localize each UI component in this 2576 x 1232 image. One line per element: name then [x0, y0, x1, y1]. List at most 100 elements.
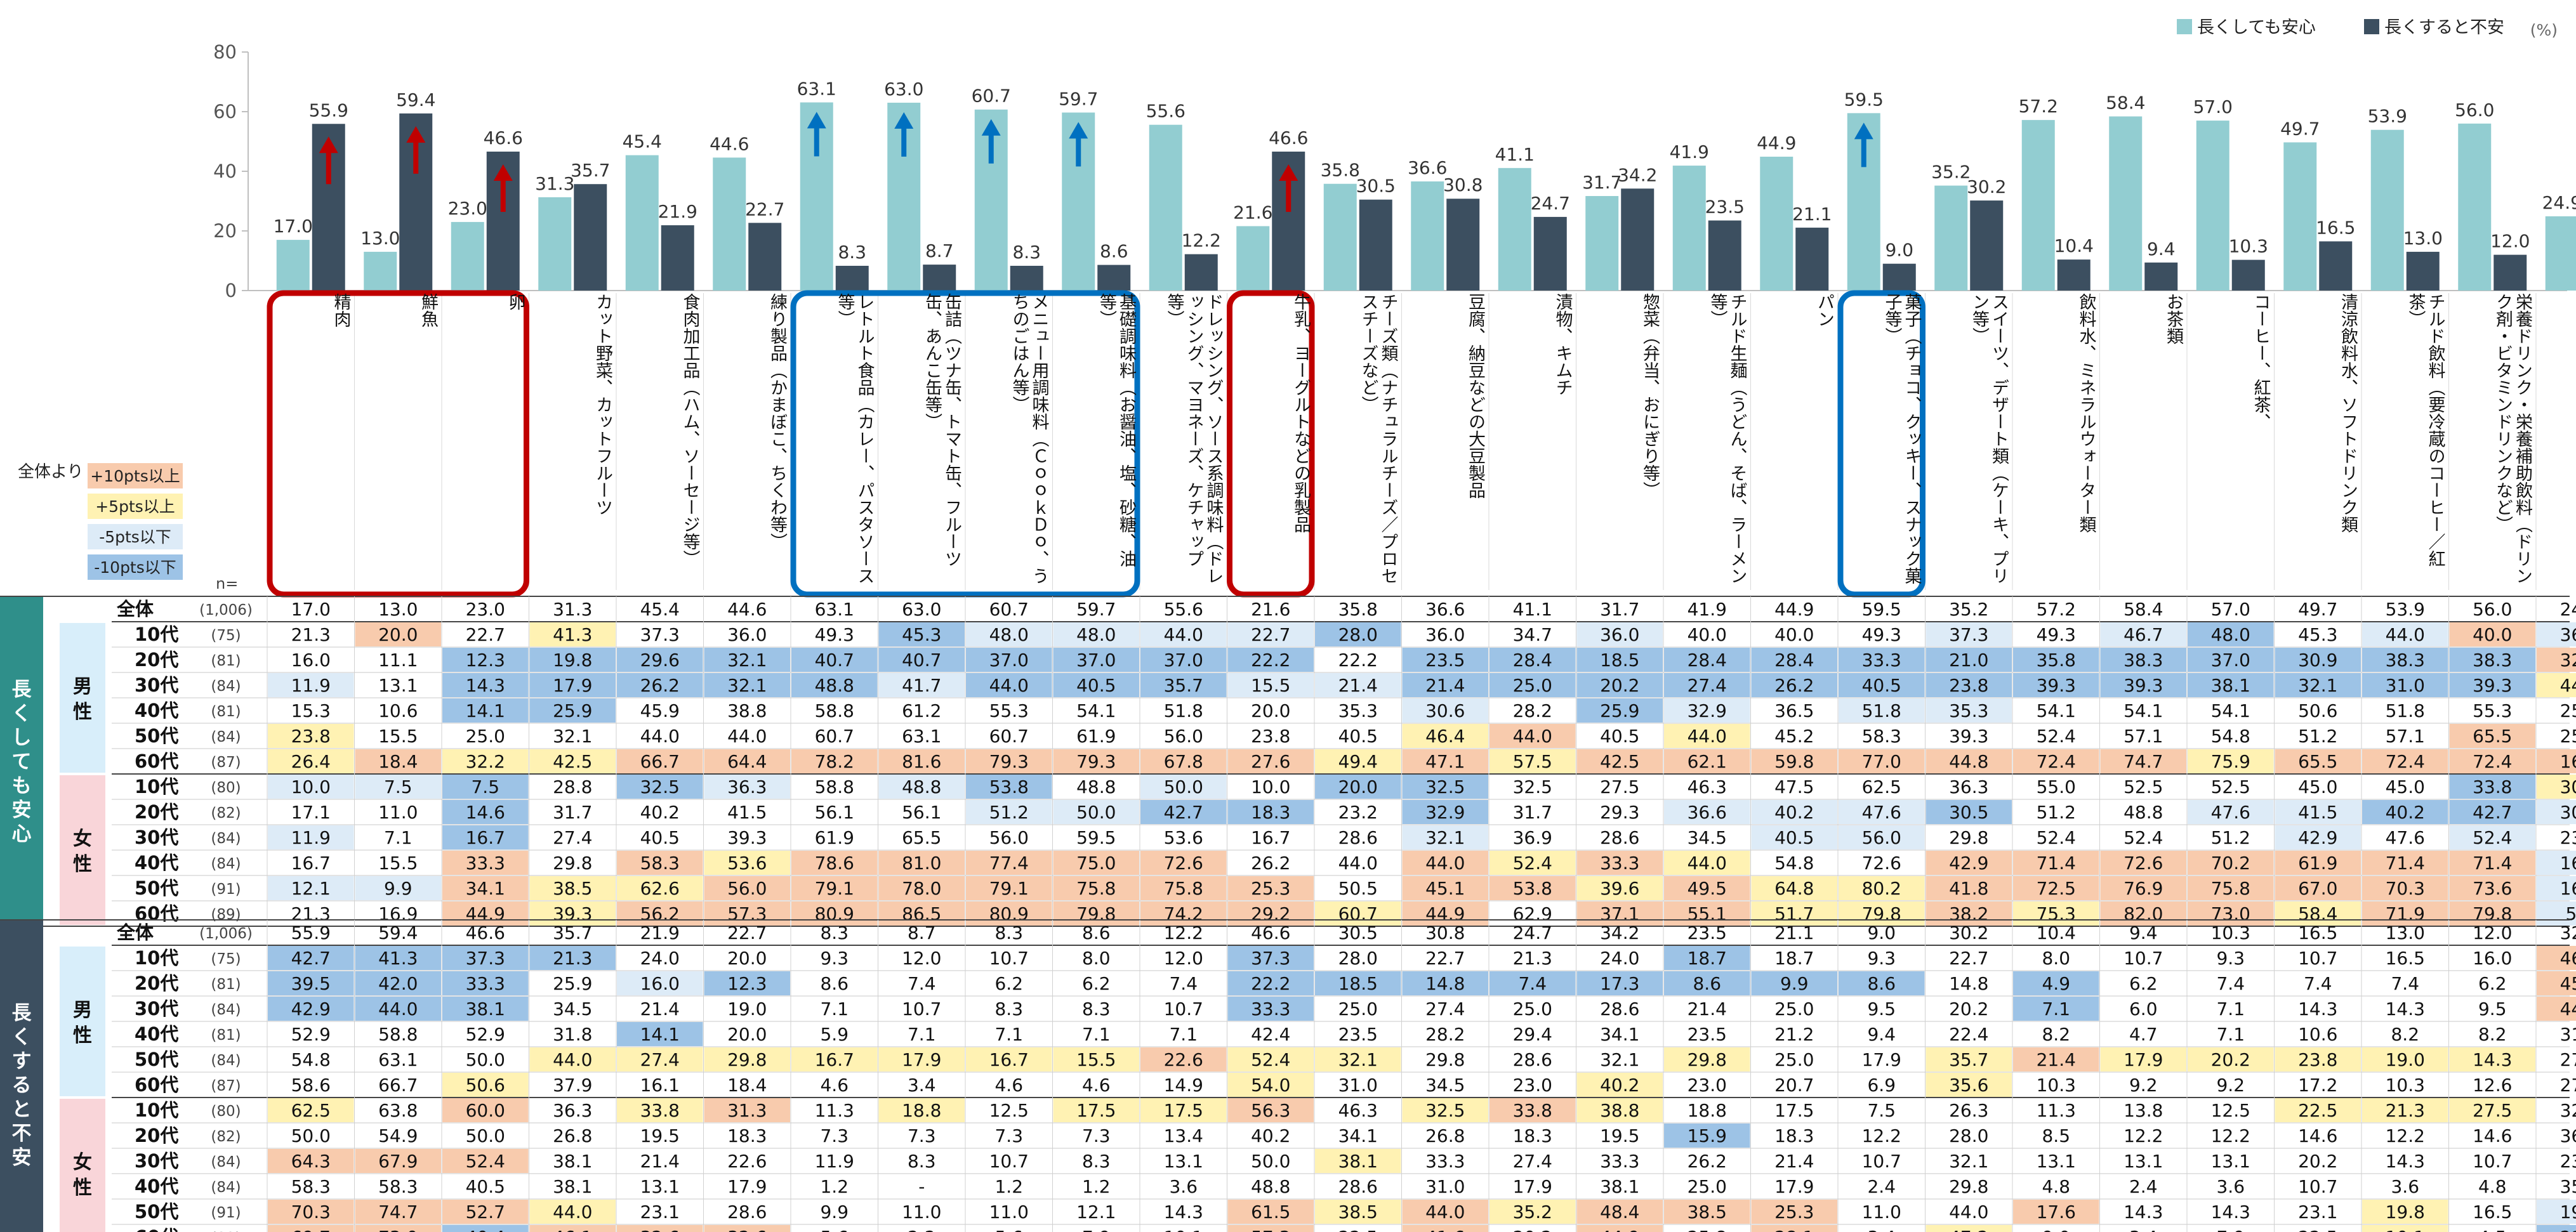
- highlight-box: [790, 290, 1140, 598]
- category-label: 栄養ドリンク・栄養補助飲料（ドリンク剤・ビタミンドリンクなど）: [2493, 293, 2532, 584]
- table-cell-value: 20.0: [727, 948, 767, 969]
- table-cell-value: 7.5: [384, 777, 413, 797]
- table-cell-bg: [2537, 775, 2576, 799]
- table-cell-value: 17.5: [1774, 1100, 1814, 1121]
- table-cell-value: 9.5: [1867, 999, 1896, 1019]
- table-cell-bg: [268, 775, 354, 799]
- table-cell-value: 6.2: [1082, 973, 1111, 994]
- table-cell-value: 17.9: [1513, 1176, 1552, 1197]
- block-label-char: く: [12, 1026, 32, 1049]
- table-cell-value: 50.6: [466, 1075, 505, 1096]
- table-cell-bg: [966, 622, 1052, 646]
- table-cell-value: 18.8: [902, 1100, 941, 1121]
- bar: [364, 251, 397, 291]
- table-cell-value: 23.0: [466, 599, 505, 620]
- table-cell-value: 32.1: [1949, 1151, 1988, 1172]
- table-cell-value: 8.0: [2042, 948, 2070, 969]
- table-cell-bg: [442, 1225, 529, 1232]
- table-cell-value: 29.8: [1949, 827, 1988, 848]
- data-label: 12.0: [2490, 231, 2530, 252]
- table-cell-value: 10.7: [1862, 1151, 1901, 1172]
- table-cell-value: 26.2: [640, 675, 680, 696]
- table-cell-bg: [878, 876, 965, 900]
- table-cell-value: 4.9: [2042, 973, 2070, 994]
- table-cell-bg: [2275, 648, 2361, 672]
- table-cell-bg: [1315, 622, 1401, 646]
- table-cell-value: 32.4: [2560, 922, 2576, 943]
- table-cell-value: 6.0: [2129, 999, 2158, 1019]
- shading-legend-label: +5pts以上: [95, 497, 175, 516]
- table-cell-bg: [2275, 749, 2361, 773]
- table-cell-value: 77.0: [1862, 751, 1901, 772]
- table-cell-value: 12.6: [2473, 1075, 2512, 1096]
- table-cell-value: 77.4: [989, 853, 1029, 874]
- table-cell-bg: [1227, 1098, 1314, 1122]
- data-label: 45.4: [623, 131, 662, 152]
- table-cell-value: 29.6: [640, 650, 680, 671]
- table-cell-value: 38.5: [1338, 1202, 1378, 1222]
- row-label-n: (84): [211, 830, 241, 847]
- table-cell-bg: [791, 1047, 878, 1071]
- table-cell-value: 16.0: [640, 973, 680, 994]
- table-cell-bg: [1576, 1225, 1663, 1232]
- table-cell-value: 14.6: [2298, 1125, 2337, 1146]
- row-label-n: (80): [211, 1103, 241, 1120]
- bar: [574, 184, 607, 291]
- table-cell-value: 45.7: [2560, 973, 2576, 994]
- table-cell-bg: [529, 1225, 616, 1232]
- table-cell-value: 36.6: [1688, 802, 1727, 823]
- table-cell-value: 12.2: [1862, 1125, 1901, 1146]
- table-cell-bg: [1227, 1047, 1314, 1071]
- table-cell-bg: [1839, 698, 1925, 723]
- table-cell-value: 9.0: [2042, 1227, 2070, 1232]
- table-cell-value: 31.8: [553, 1024, 592, 1045]
- table-cell-value: 29.8: [553, 853, 592, 874]
- table-cell-value: 22.2: [1251, 650, 1290, 671]
- table-cell-value: 44.0: [2560, 675, 2576, 696]
- table-cell-value: 44.0: [1513, 726, 1552, 747]
- table-cell-value: 44.0: [553, 1049, 592, 1070]
- table-cell-value: 16.0: [2473, 948, 2512, 969]
- table-cell-value: 7.1: [2216, 1024, 2245, 1045]
- table-cell-value: 28.4: [1774, 650, 1814, 671]
- table-cell-bg: [2362, 648, 2448, 672]
- table-cell-value: 62.1: [1688, 751, 1727, 772]
- table-cell-value: 52.4: [2037, 827, 2076, 848]
- up-arrow-head: [807, 112, 826, 129]
- table-cell-value: 7.4: [2216, 973, 2245, 994]
- table-cell-value: 6.2: [994, 973, 1023, 994]
- shading-legend-swatch: [88, 463, 183, 488]
- table-cell-value: 24.9: [2560, 599, 2576, 620]
- table-cell-value: 65.5: [2298, 751, 2337, 772]
- table-cell-value: 9.9: [1780, 973, 1809, 994]
- table-cell-value: 52.5: [2211, 777, 2250, 797]
- table-cell-bg: [442, 1149, 529, 1173]
- table-cell-value: 18.4: [727, 1075, 767, 1096]
- table-cell-value: 10.6: [2298, 1024, 2337, 1045]
- table-cell-value: 39.3: [553, 903, 592, 924]
- table-cell-bg: [617, 1022, 703, 1046]
- table-cell-bg: [1402, 876, 1488, 900]
- row-label-age: 10代: [135, 947, 178, 969]
- table-cell-value: 67.9: [378, 1151, 418, 1172]
- block-label-char: く: [12, 702, 32, 725]
- table-cell-value: 9.4: [1867, 1024, 1896, 1045]
- table-cell-value: 29.8: [727, 1049, 767, 1070]
- table-cell-value: 21.4: [1425, 675, 1465, 696]
- table-cell-value: 25.9: [553, 973, 592, 994]
- table-cell-value: 13.8: [2124, 1100, 2163, 1121]
- table-cell-bg: [1839, 749, 1925, 773]
- table-cell-bg: [1402, 901, 1488, 926]
- table-cell-value: 28.6: [1338, 1176, 1378, 1197]
- table-cell-value: 14.3: [2298, 999, 2337, 1019]
- table-cell-bg: [1402, 1098, 1488, 1122]
- table-cell-value: 41.9: [1688, 599, 1727, 620]
- table-cell-value: 49.5: [1688, 878, 1727, 899]
- table-cell-value: 79.3: [989, 751, 1029, 772]
- row-label-n: (84): [211, 1154, 241, 1170]
- table-cell-bg: [1925, 622, 2012, 646]
- table-cell-value: 32.5: [1425, 777, 1465, 797]
- table-cell-bg: [2537, 946, 2576, 970]
- table-cell-value: 17.9: [902, 1049, 941, 1070]
- table-cell-value: 8.2: [2042, 1024, 2070, 1045]
